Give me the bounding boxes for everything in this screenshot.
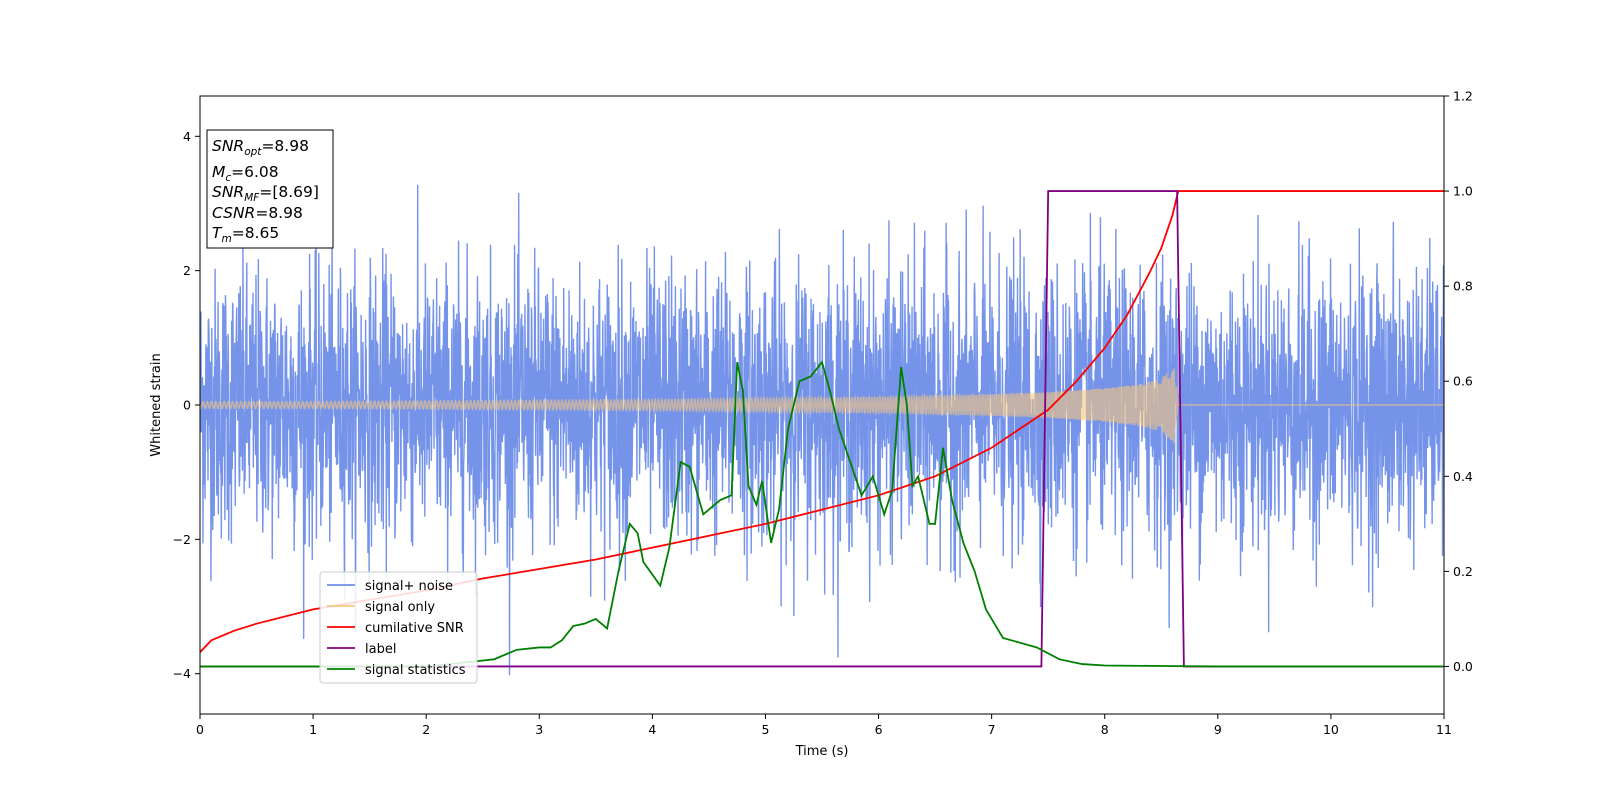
legend-label-signal-statistics: signal statistics: [365, 663, 466, 678]
legend-label-label: label: [365, 642, 396, 657]
y-right-tick-label: 0.6: [1453, 374, 1473, 389]
x-tick-label: 3: [535, 722, 543, 737]
legend-label-signal-noise: signal+ noise: [365, 579, 453, 594]
y-right-tick-label: 0.8: [1453, 279, 1473, 294]
annotation-snr-mf: SNRMF=[8.69]: [212, 183, 319, 204]
y-right-tick-label: 1.2: [1453, 89, 1473, 104]
y-right-tick-label: 0.4: [1453, 469, 1473, 484]
legend-label-signal-only: signal only: [365, 600, 435, 615]
x-tick-label: 0: [196, 722, 204, 737]
x-tick-label: 11: [1436, 722, 1452, 737]
x-tick-label: 6: [875, 722, 883, 737]
annotation-tm: Tm=8.65: [212, 224, 279, 245]
annotation-snr-opt: SNRopt=8.98: [212, 137, 309, 158]
series-signal-statistics-line: [200, 360, 1444, 668]
y-axis-right: 1.2 1.0 0.8 0.6 0.4 0.2 0.0: [1444, 89, 1473, 674]
y-left-tick-label: −4: [173, 666, 191, 681]
x-tick-label: 2: [422, 722, 430, 737]
x-tick-label: 4: [648, 722, 656, 737]
y-left-tick-label: 2: [183, 263, 191, 278]
x-tick-label: 5: [761, 722, 769, 737]
legend: signal+ noise signal only cumilative SNR…: [319, 571, 478, 684]
annotation-frame: [206, 129, 334, 249]
x-tick-label: 9: [1214, 722, 1222, 737]
annotation-mc: Mc=6.08: [212, 163, 279, 184]
annotation-csnr: CSNR=8.98: [212, 204, 303, 222]
x-tick-label: 7: [988, 722, 996, 737]
series-signal-only-line: [200, 368, 1444, 444]
series-signal-noise-line: [200, 184, 1444, 676]
x-axis: 0 1 2 3 4 5 6 7 8 9 10 11: [196, 714, 1452, 737]
x-axis-title: Time (s): [795, 744, 849, 759]
x-tick-label: 1: [309, 722, 317, 737]
legend-label-cumulative-snr: cumilative SNR: [365, 621, 464, 636]
x-tick-label: 10: [1323, 722, 1339, 737]
y-axis-left: 4 2 0 −2 −4: [173, 129, 200, 681]
y-right-tick-label: 1.0: [1453, 184, 1473, 199]
y-right-tick-label: 0.2: [1453, 564, 1473, 579]
y-left-tick-label: −2: [173, 532, 191, 547]
y-axis-left-title: Whitened strain: [149, 353, 164, 456]
y-left-tick-label: 0: [183, 398, 191, 413]
annotation-box: SNRopt=8.98 Mc=6.08 SNRMF=[8.69] CSNR=8.…: [206, 129, 334, 249]
x-tick-label: 8: [1101, 722, 1109, 737]
y-left-tick-label: 4: [183, 129, 191, 144]
y-right-tick-label: 0.0: [1453, 659, 1473, 674]
legend-frame: [319, 571, 478, 684]
